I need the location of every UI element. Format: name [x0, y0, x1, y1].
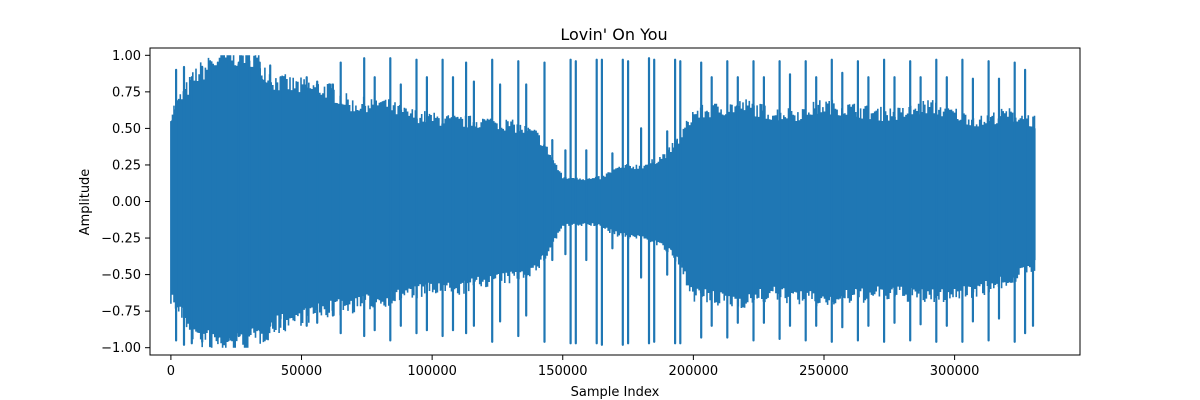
x-axis-label: Sample Index [571, 385, 660, 400]
y-tick-label: 1.00 [112, 49, 141, 64]
y-tick-label: −1.00 [101, 341, 141, 356]
x-tick-label: 300000 [930, 364, 980, 379]
x-tick-label: 250000 [799, 364, 849, 379]
y-axis-label: Amplitude [78, 169, 93, 236]
x-tick-label: 200000 [669, 364, 719, 379]
plot-area [170, 55, 1036, 348]
y-tick-label: −0.75 [101, 305, 141, 320]
y-tick-label: 0.25 [112, 158, 141, 173]
x-tick-label: 0 [167, 364, 175, 379]
y-axis: 1.00 0.75 0.50 0.25 0.00 −0.25 −0.50 −0.75 −1.00 [101, 49, 150, 356]
x-tick-label: 150000 [538, 364, 588, 379]
y-tick-label: 0.75 [112, 85, 141, 100]
x-tick-label: 100000 [407, 364, 457, 379]
y-tick-label: −0.25 [101, 232, 141, 247]
y-tick-label: 0.00 [112, 195, 141, 210]
y-tick-label: −0.50 [101, 268, 141, 283]
x-tick-label: 50000 [281, 364, 322, 379]
x-axis: 0 50000 100000 150000 200000 250000 300000 [167, 355, 980, 379]
y-tick-label: 0.50 [112, 122, 141, 137]
chart-title: Lovin' On You [560, 25, 667, 44]
